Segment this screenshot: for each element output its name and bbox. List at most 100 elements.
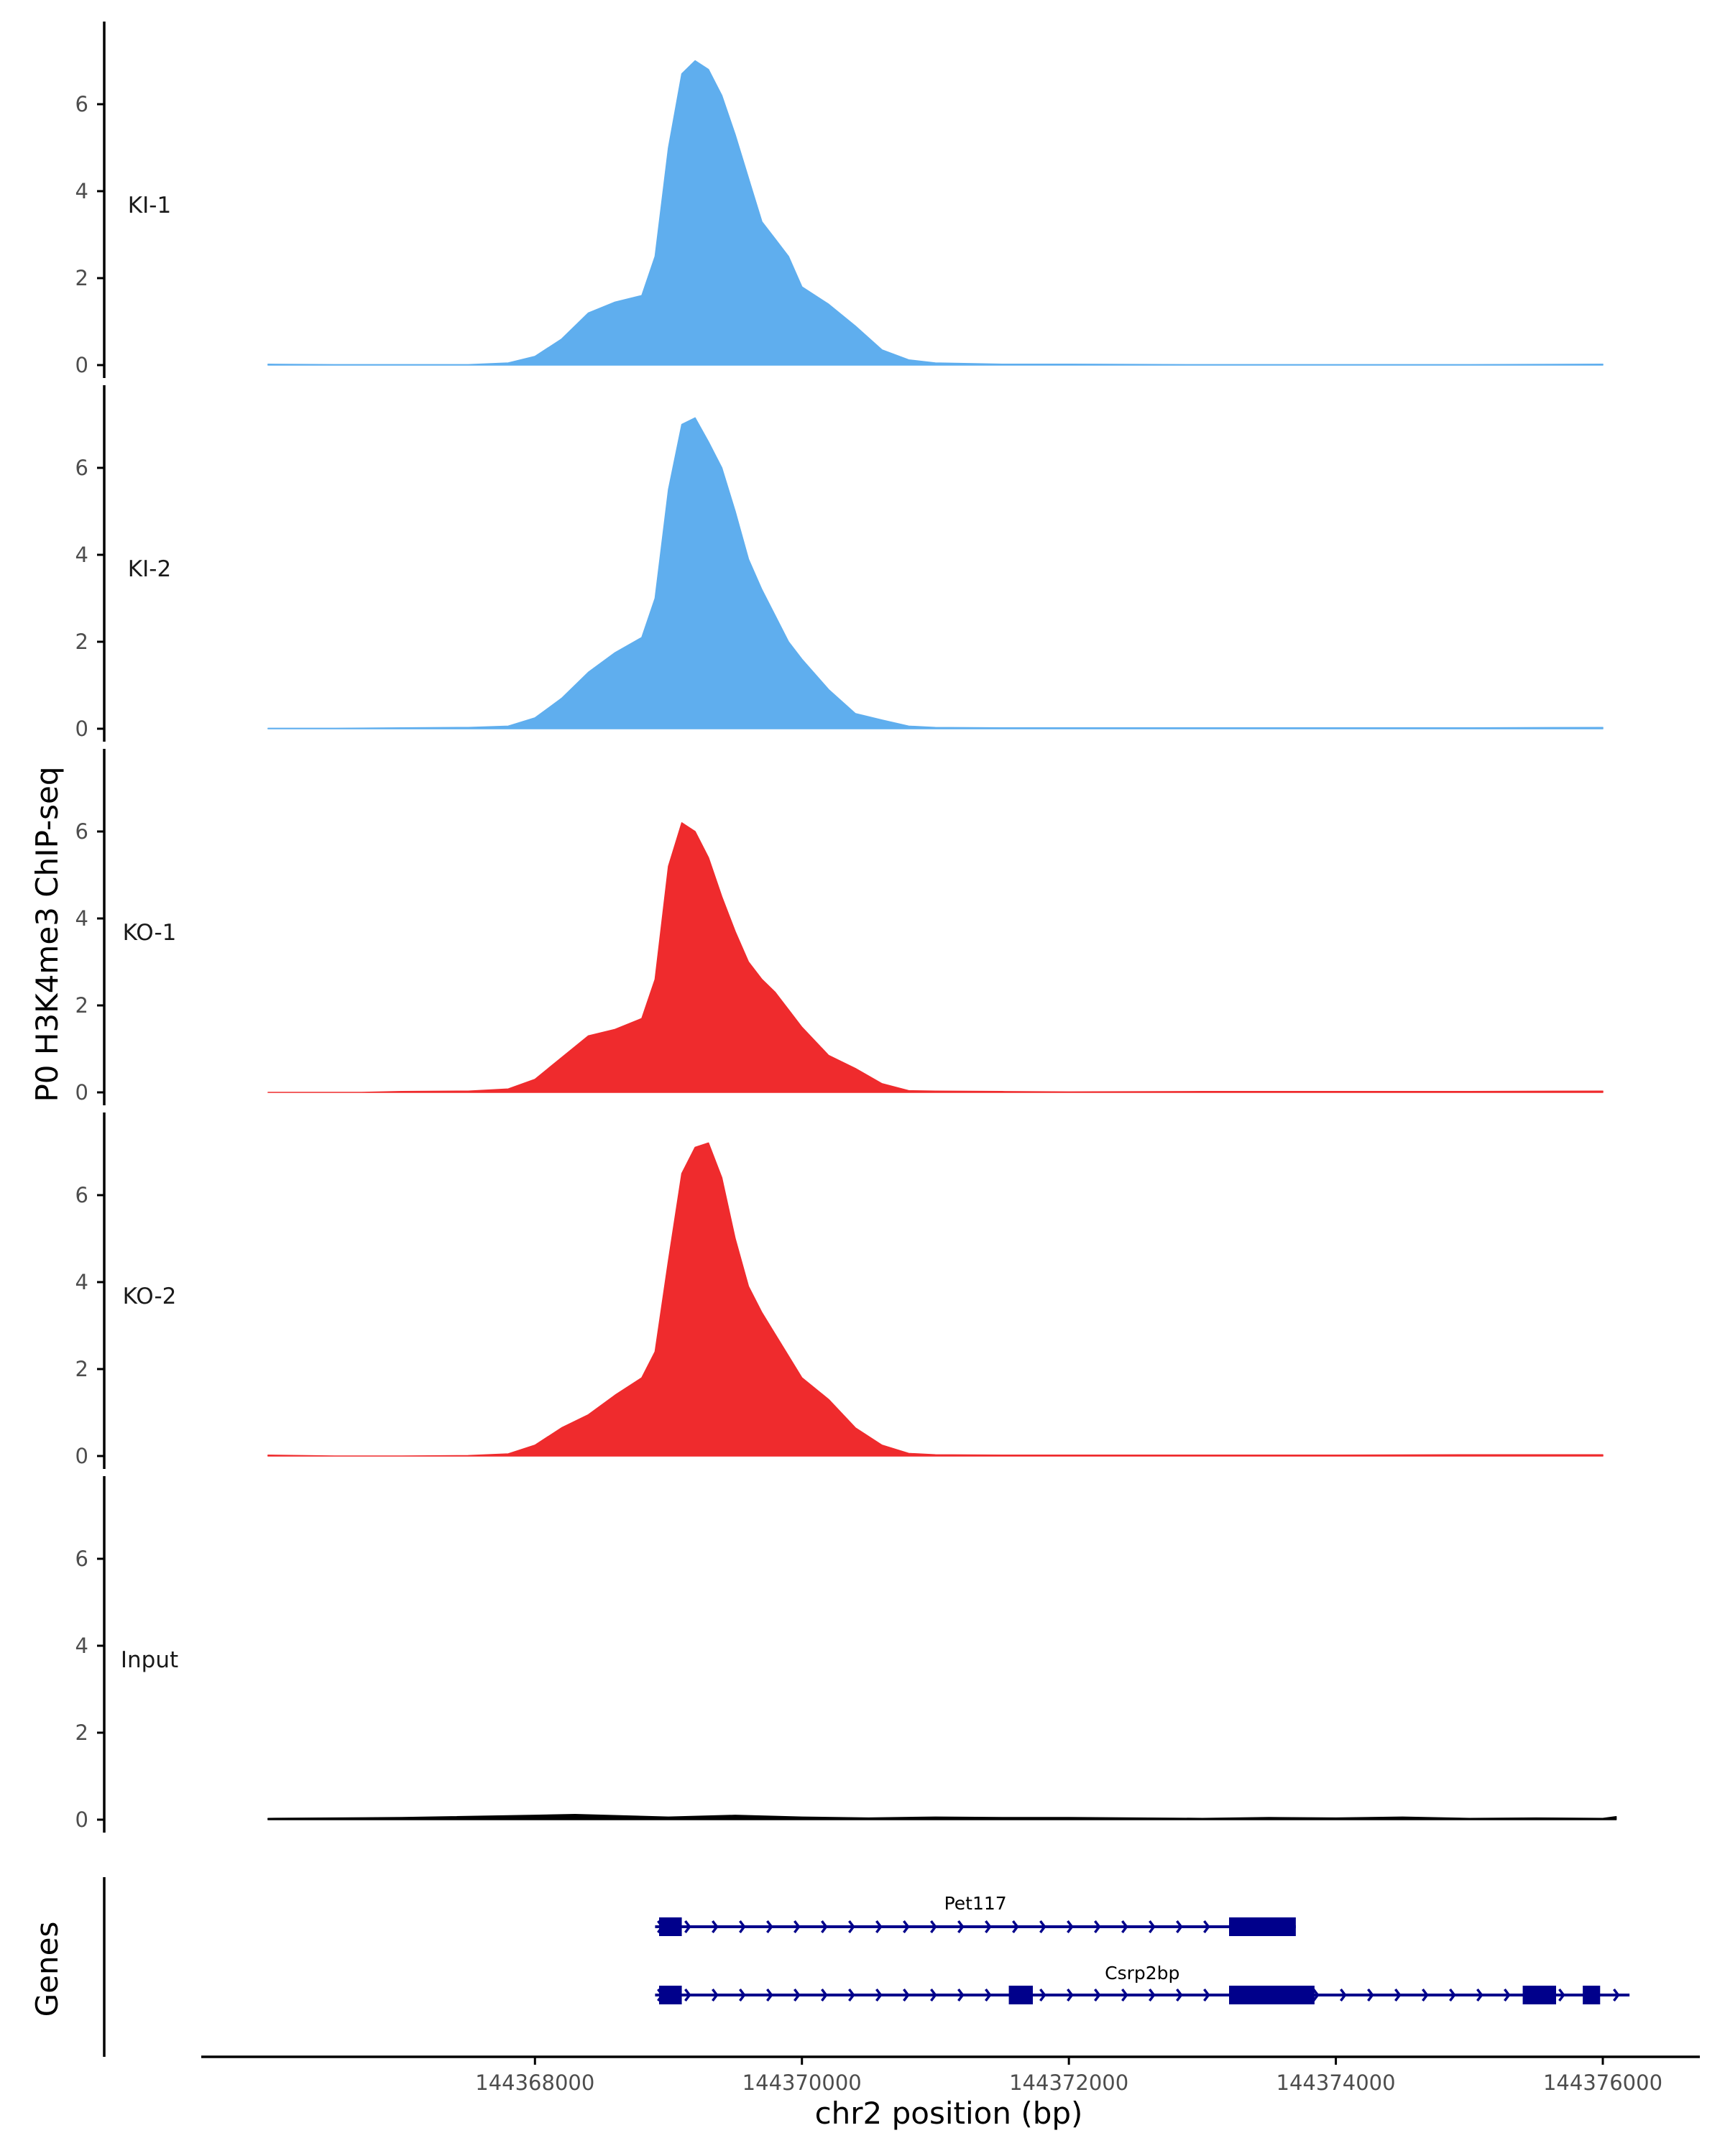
gene-exon [659, 1986, 682, 2004]
y-tick-label: 6 [75, 92, 88, 116]
strand-chevron [1012, 1920, 1019, 1934]
strand-chevron [1504, 1988, 1511, 2002]
strand-chevron [957, 1988, 965, 2002]
coverage-area [267, 1142, 1604, 1457]
x-tick-label: 144368000 [475, 2070, 594, 2095]
strand-chevron [794, 1920, 801, 1934]
tracks-layer: 0 2 4 6 KI-1 0 2 4 6 KI-2 0 2 4 6 KO-1 0 2 4 6 KO-2 0 2 4 6 Inpu… [75, 22, 1617, 1833]
coverage-area [267, 417, 1604, 729]
strand-chevron [1149, 1920, 1156, 1934]
strand-chevron [957, 1920, 965, 1934]
track-label: KI-1 [128, 193, 171, 218]
strand-chevron [985, 1988, 992, 2002]
gene-exon [1008, 1986, 1033, 2004]
strand-chevron [1340, 1988, 1347, 2002]
strand-chevron [1558, 1988, 1565, 2002]
gene-pet117: Pet117 [655, 1893, 1296, 1936]
strand-chevron [1422, 1988, 1429, 2002]
strand-chevron [739, 1920, 746, 1934]
y-axis-title: P0 H3K4me3 ChIP-seq [29, 766, 65, 1102]
strand-chevron [684, 1920, 691, 1934]
gene-exon [1229, 1986, 1315, 2004]
y-tick-label: 4 [75, 1634, 88, 1658]
strand-chevron [930, 1988, 937, 2002]
track-ki-1: 0 2 4 6 KI-1 [75, 22, 1604, 378]
strand-chevron [875, 1920, 883, 1934]
track-label: KO-1 [123, 920, 177, 946]
gene-name-label: Pet117 [944, 1893, 1007, 1914]
strand-chevron [1367, 1988, 1374, 2002]
strand-chevron [766, 1988, 773, 2002]
y-tick-label: 0 [75, 717, 88, 741]
y-tick-label: 0 [75, 1080, 88, 1105]
strand-chevron [903, 1920, 910, 1934]
strand-chevron [1039, 1988, 1046, 2002]
track-label: KI-2 [128, 556, 171, 582]
track-label: KO-2 [123, 1284, 177, 1309]
strand-chevron [1067, 1988, 1074, 2002]
strand-chevron [1121, 1920, 1128, 1934]
strand-chevron [1394, 1988, 1402, 2002]
strand-chevron [930, 1920, 937, 1934]
strand-chevron [794, 1988, 801, 2002]
strand-chevron [1094, 1988, 1101, 2002]
track-ko-2: 0 2 4 6 KO-2 [75, 1112, 1604, 1469]
y-tick-label: 0 [75, 353, 88, 377]
strand-chevron [875, 1988, 883, 2002]
track-ko-1: 0 2 4 6 KO-1 [75, 749, 1604, 1105]
y-tick-label: 6 [75, 1547, 88, 1571]
strand-chevron [821, 1988, 828, 2002]
gene-exon [659, 1917, 682, 1936]
strand-chevron [712, 1920, 719, 1934]
y-tick-label: 4 [75, 906, 88, 931]
gene-exon [1229, 1917, 1296, 1936]
strand-chevron [848, 1988, 855, 2002]
y-tick-label: 6 [75, 819, 88, 844]
coverage-area [267, 1813, 1617, 1820]
strand-chevron [1094, 1920, 1101, 1934]
strand-chevron [1203, 1920, 1210, 1934]
strand-chevron [1476, 1988, 1484, 2002]
y-tick-label: 4 [75, 179, 88, 203]
y-tick-label: 6 [75, 456, 88, 480]
gene-name-label: Csrp2bp [1105, 1963, 1179, 1984]
y-tick-label: 2 [75, 630, 88, 654]
strand-chevron [1067, 1920, 1074, 1934]
strand-chevron [1176, 1920, 1183, 1934]
gene-csrp2bp: Csrp2bp [655, 1963, 1630, 2004]
strand-chevron [1449, 1988, 1456, 2002]
strand-chevron [985, 1920, 992, 1934]
strand-chevron [821, 1920, 828, 1934]
gene-exon [1583, 1986, 1601, 2004]
track-input: 0 2 4 6 Input [75, 1476, 1617, 1833]
x-tick-label: 144374000 [1276, 2070, 1396, 2095]
y-tick-label: 2 [75, 993, 88, 1018]
coverage-area [267, 60, 1604, 366]
y-tick-label: 2 [75, 266, 88, 290]
strand-chevron [1121, 1988, 1128, 2002]
gene-exon [1522, 1986, 1556, 2004]
genes-panel-title: Genes [29, 1922, 65, 2017]
track-ki-2: 0 2 4 6 KI-2 [75, 385, 1604, 742]
y-tick-label: 6 [75, 1183, 88, 1207]
x-tick-label: 144370000 [742, 2070, 862, 2095]
strand-chevron [1312, 1988, 1320, 2002]
x-axis-title: chr2 position (bp) [815, 2096, 1083, 2131]
x-tick-label: 144376000 [1543, 2070, 1662, 2095]
y-tick-label: 0 [75, 1807, 88, 1832]
genes-layer: Pet117 Csrp2bp [103, 1877, 1630, 2057]
y-tick-label: 2 [75, 1720, 88, 1745]
strand-chevron [903, 1988, 910, 2002]
strand-chevron [1176, 1988, 1183, 2002]
y-tick-label: 0 [75, 1444, 88, 1468]
strand-chevron [1149, 1988, 1156, 2002]
y-tick-label: 4 [75, 543, 88, 567]
coverage-area [267, 822, 1604, 1093]
strand-chevron [1613, 1988, 1620, 2002]
strand-chevron [848, 1920, 855, 1934]
strand-chevron [739, 1988, 746, 2002]
strand-chevron [712, 1988, 719, 2002]
strand-chevron [766, 1920, 773, 1934]
strand-chevron [684, 1988, 691, 2002]
